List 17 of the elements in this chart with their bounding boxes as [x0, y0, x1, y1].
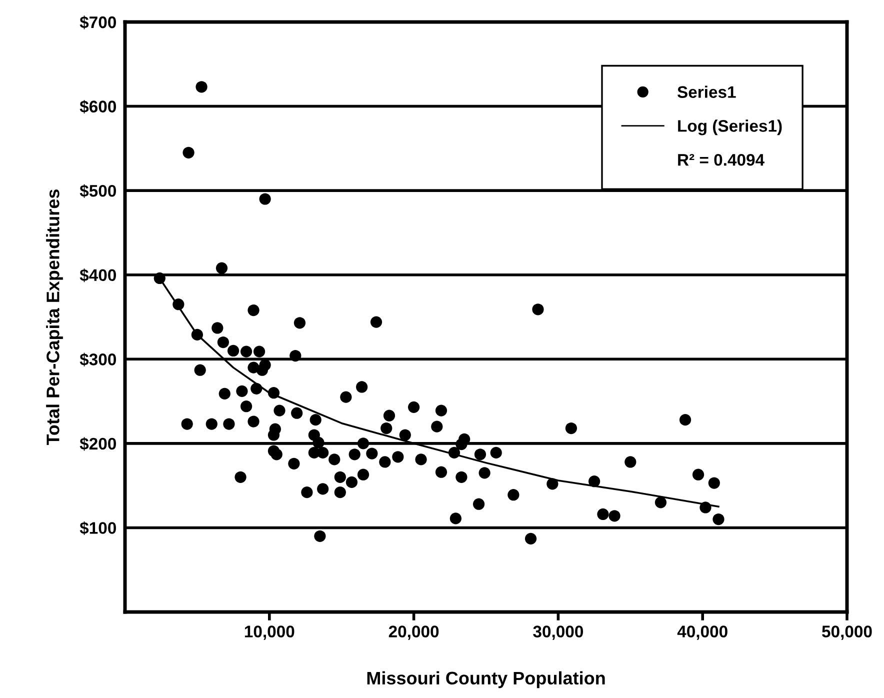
legend-label: Series1 — [677, 86, 736, 98]
y-axis-title: Total Per-Capita Expenditures — [46, 189, 63, 446]
y-tick-label: $400 — [80, 268, 116, 282]
x-axis-title: Missouri County Population — [367, 671, 605, 688]
legend-label: Log (Series1) — [678, 120, 782, 136]
y-tick-label: $500 — [80, 184, 116, 198]
x-tick-label: 10,000 — [244, 626, 294, 640]
y-tick-label: $600 — [80, 100, 116, 114]
y-tick-label: $300 — [80, 352, 116, 366]
x-tick-label: 20,000 — [388, 626, 439, 640]
y-tick-label: $700 — [80, 16, 116, 30]
x-tick-label: 40,000 — [677, 626, 728, 640]
annotation: R² = 0.4094 — [678, 154, 764, 166]
y-tick-label: $100 — [80, 521, 116, 535]
y-tick-label: $200 — [80, 437, 116, 451]
x-tick-label: 50,000 — [822, 626, 872, 640]
x-tick-label: 30,000 — [533, 626, 584, 640]
